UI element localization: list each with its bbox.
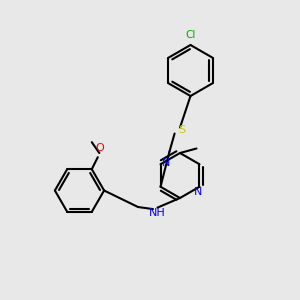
Text: S: S (178, 125, 185, 135)
Text: N: N (194, 187, 202, 197)
Text: O: O (95, 143, 104, 153)
Text: N: N (162, 158, 170, 168)
Text: NH: NH (149, 208, 166, 218)
Text: Cl: Cl (185, 31, 196, 40)
